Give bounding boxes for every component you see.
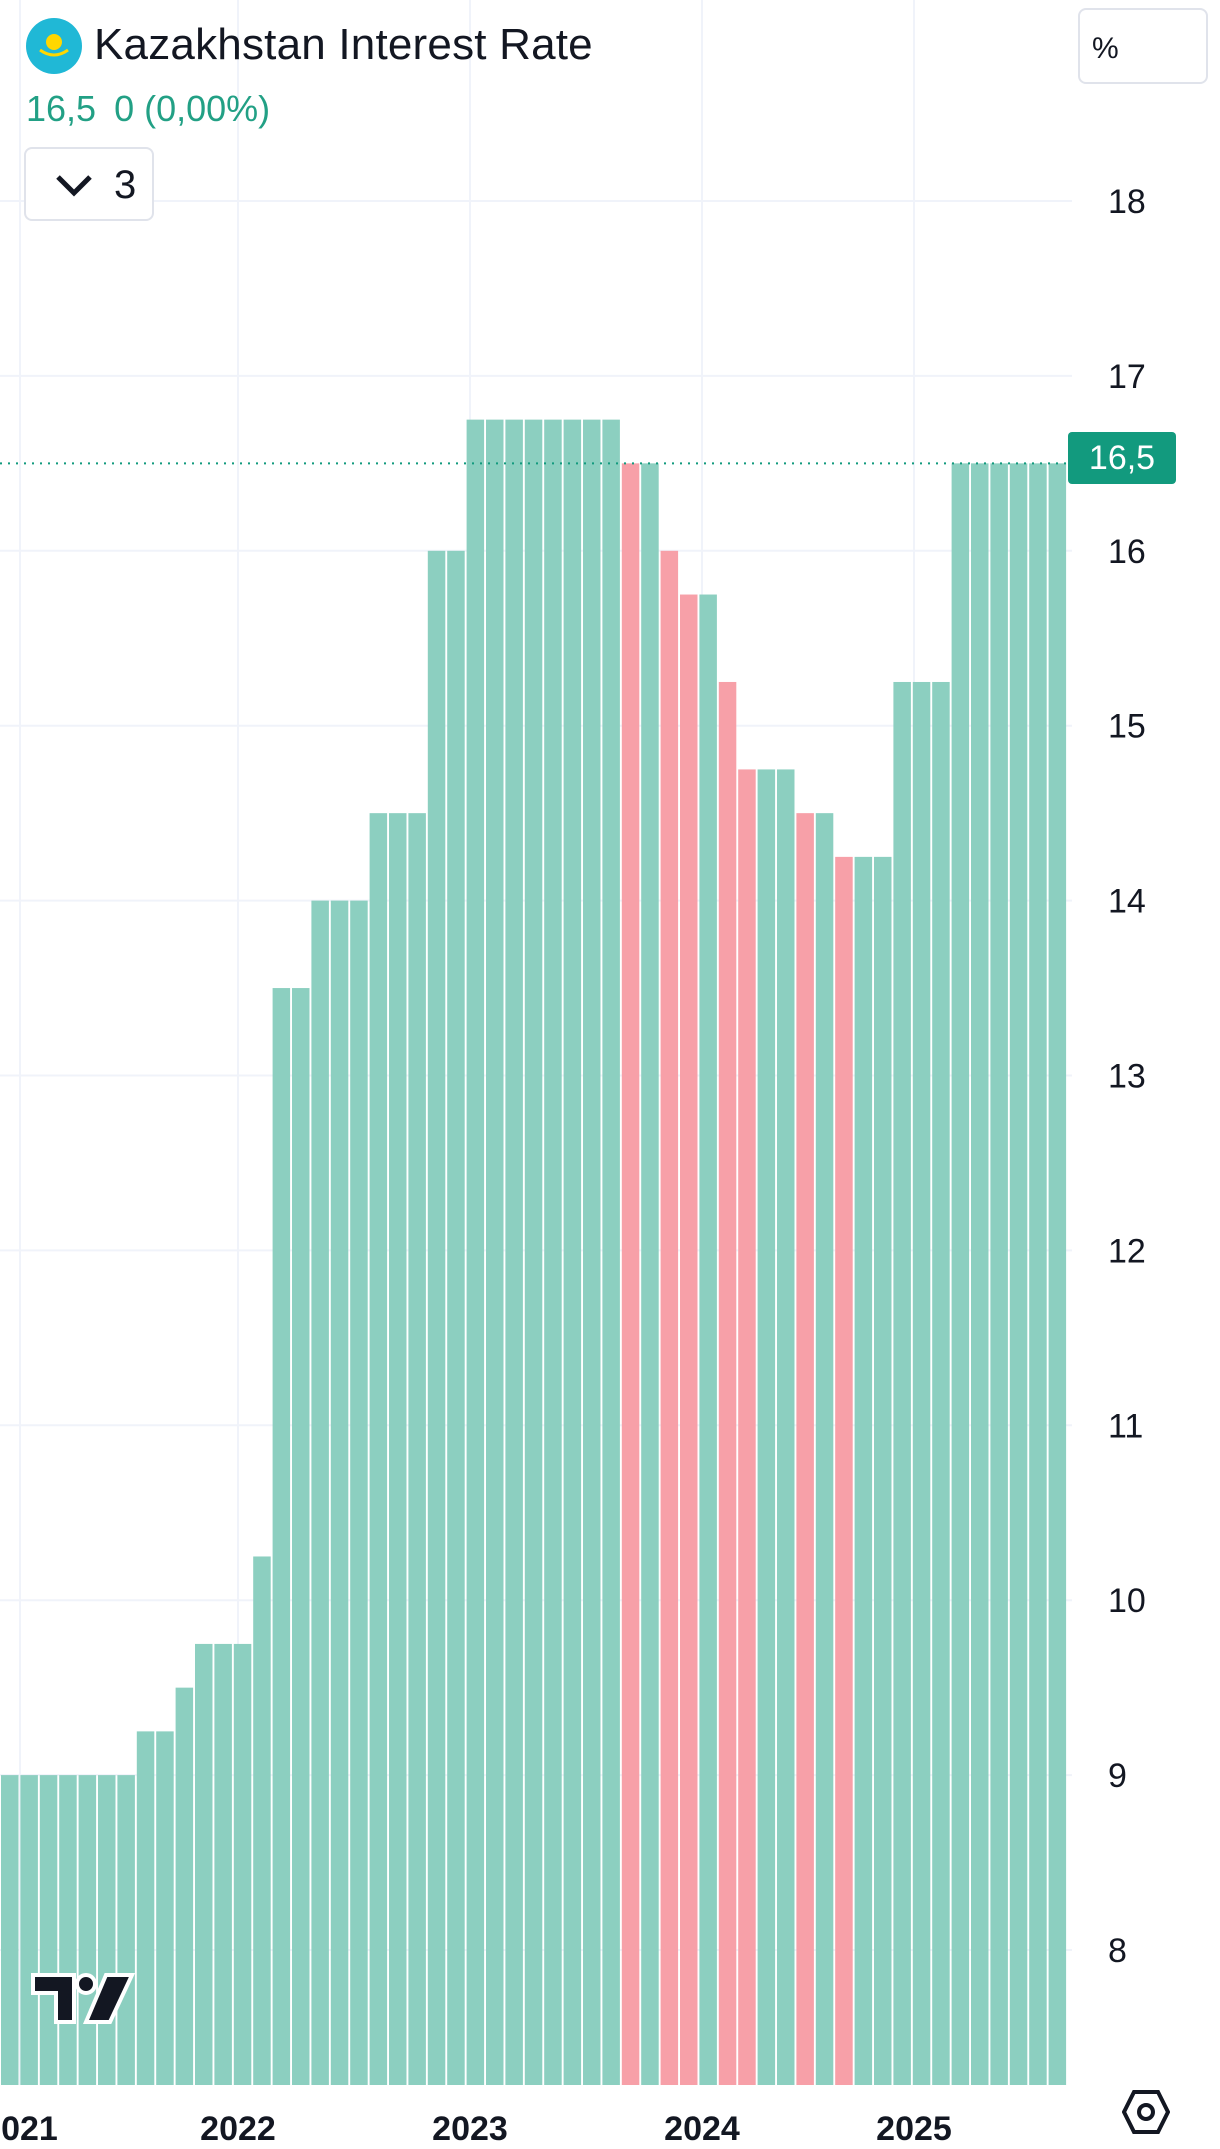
y-tick-label: 18 — [1108, 183, 1146, 221]
bar — [59, 1775, 77, 2085]
bar — [292, 988, 310, 2085]
bar — [175, 1687, 194, 2085]
bar — [951, 463, 970, 2086]
bar — [195, 1643, 213, 2085]
y-tick-label: 17 — [1108, 358, 1146, 396]
y-tick-label: 13 — [1108, 1058, 1146, 1096]
bar — [39, 1775, 58, 2085]
bar — [990, 463, 1008, 2086]
bar — [311, 900, 329, 2085]
bar — [98, 1775, 116, 2085]
bar — [466, 419, 485, 2085]
change-value: 0 (0,00%) — [114, 88, 271, 129]
bar — [408, 813, 426, 2085]
y-tick-label: 11 — [1108, 1407, 1143, 1445]
bar — [1029, 463, 1047, 2086]
bar — [505, 419, 523, 2085]
kazakhstan-flag-icon — [26, 18, 82, 74]
settings-icon[interactable] — [1122, 2088, 1170, 2136]
y-tick-label: 8 — [1108, 1932, 1127, 1970]
bar — [854, 856, 873, 2085]
bar — [544, 419, 562, 2085]
x-tick-label: 2025 — [876, 2110, 952, 2148]
bar — [971, 463, 989, 2086]
bar — [932, 681, 950, 2085]
y-tick-label: 9 — [1108, 1757, 1127, 1795]
bar — [641, 463, 659, 2086]
bar — [912, 681, 931, 2085]
bar — [815, 813, 834, 2085]
tradingview-logo — [31, 1973, 136, 2024]
last-value-badge: 16,5 — [1068, 432, 1176, 484]
unit-label: % — [1092, 32, 1119, 65]
bar — [156, 1731, 174, 2085]
bar — [117, 1775, 135, 2085]
bar — [1, 1775, 19, 2085]
x-tick-label: 2023 — [432, 2110, 508, 2148]
indicator-count: 3 — [114, 163, 137, 207]
y-tick-label: 15 — [1108, 708, 1146, 746]
bar — [486, 419, 504, 2085]
x-tick-label: 2022 — [200, 2110, 276, 2148]
bar — [893, 681, 911, 2085]
bar — [602, 419, 620, 2085]
y-tick-label: 14 — [1108, 883, 1146, 921]
y-tick-label: 16 — [1108, 533, 1146, 571]
bar — [389, 813, 407, 2085]
y-tick-label: 12 — [1108, 1232, 1146, 1270]
bar — [835, 856, 853, 2085]
bar — [330, 900, 349, 2085]
bar — [777, 769, 795, 2085]
unit-button[interactable]: % — [1078, 8, 1208, 84]
page-title: Kazakhstan Interest Rate — [94, 20, 593, 69]
bar — [621, 463, 640, 2086]
bar — [78, 1775, 97, 2085]
x-tick-label: 2021 — [0, 2110, 58, 2148]
y-tick-label: 10 — [1108, 1582, 1146, 1620]
bar — [233, 1643, 252, 2085]
bar — [874, 856, 892, 2085]
bar — [1048, 463, 1067, 2086]
bar — [583, 419, 601, 2085]
collapse-indicators-button[interactable]: 3 — [24, 147, 154, 221]
bar — [369, 813, 388, 2085]
bar — [563, 419, 582, 2085]
bar — [20, 1775, 38, 2085]
last-value: 16,5 — [26, 88, 97, 129]
bar — [214, 1643, 232, 2085]
bar — [524, 419, 543, 2085]
bar — [427, 550, 446, 2085]
bar — [253, 1556, 271, 2085]
bar — [757, 769, 776, 2085]
chevron-down-icon — [56, 175, 92, 197]
bar — [660, 550, 679, 2085]
bar — [136, 1731, 155, 2085]
bar — [718, 681, 737, 2085]
bar — [350, 900, 368, 2085]
x-tick-label: 2024 — [664, 2110, 740, 2148]
bar — [272, 988, 291, 2085]
bar — [680, 594, 698, 2085]
header-values: 16,5 0 (0,00%) — [26, 88, 288, 130]
bar — [796, 813, 814, 2085]
bar — [738, 769, 756, 2085]
bar — [447, 550, 465, 2085]
bar — [699, 594, 717, 2085]
bar — [1009, 463, 1028, 2086]
